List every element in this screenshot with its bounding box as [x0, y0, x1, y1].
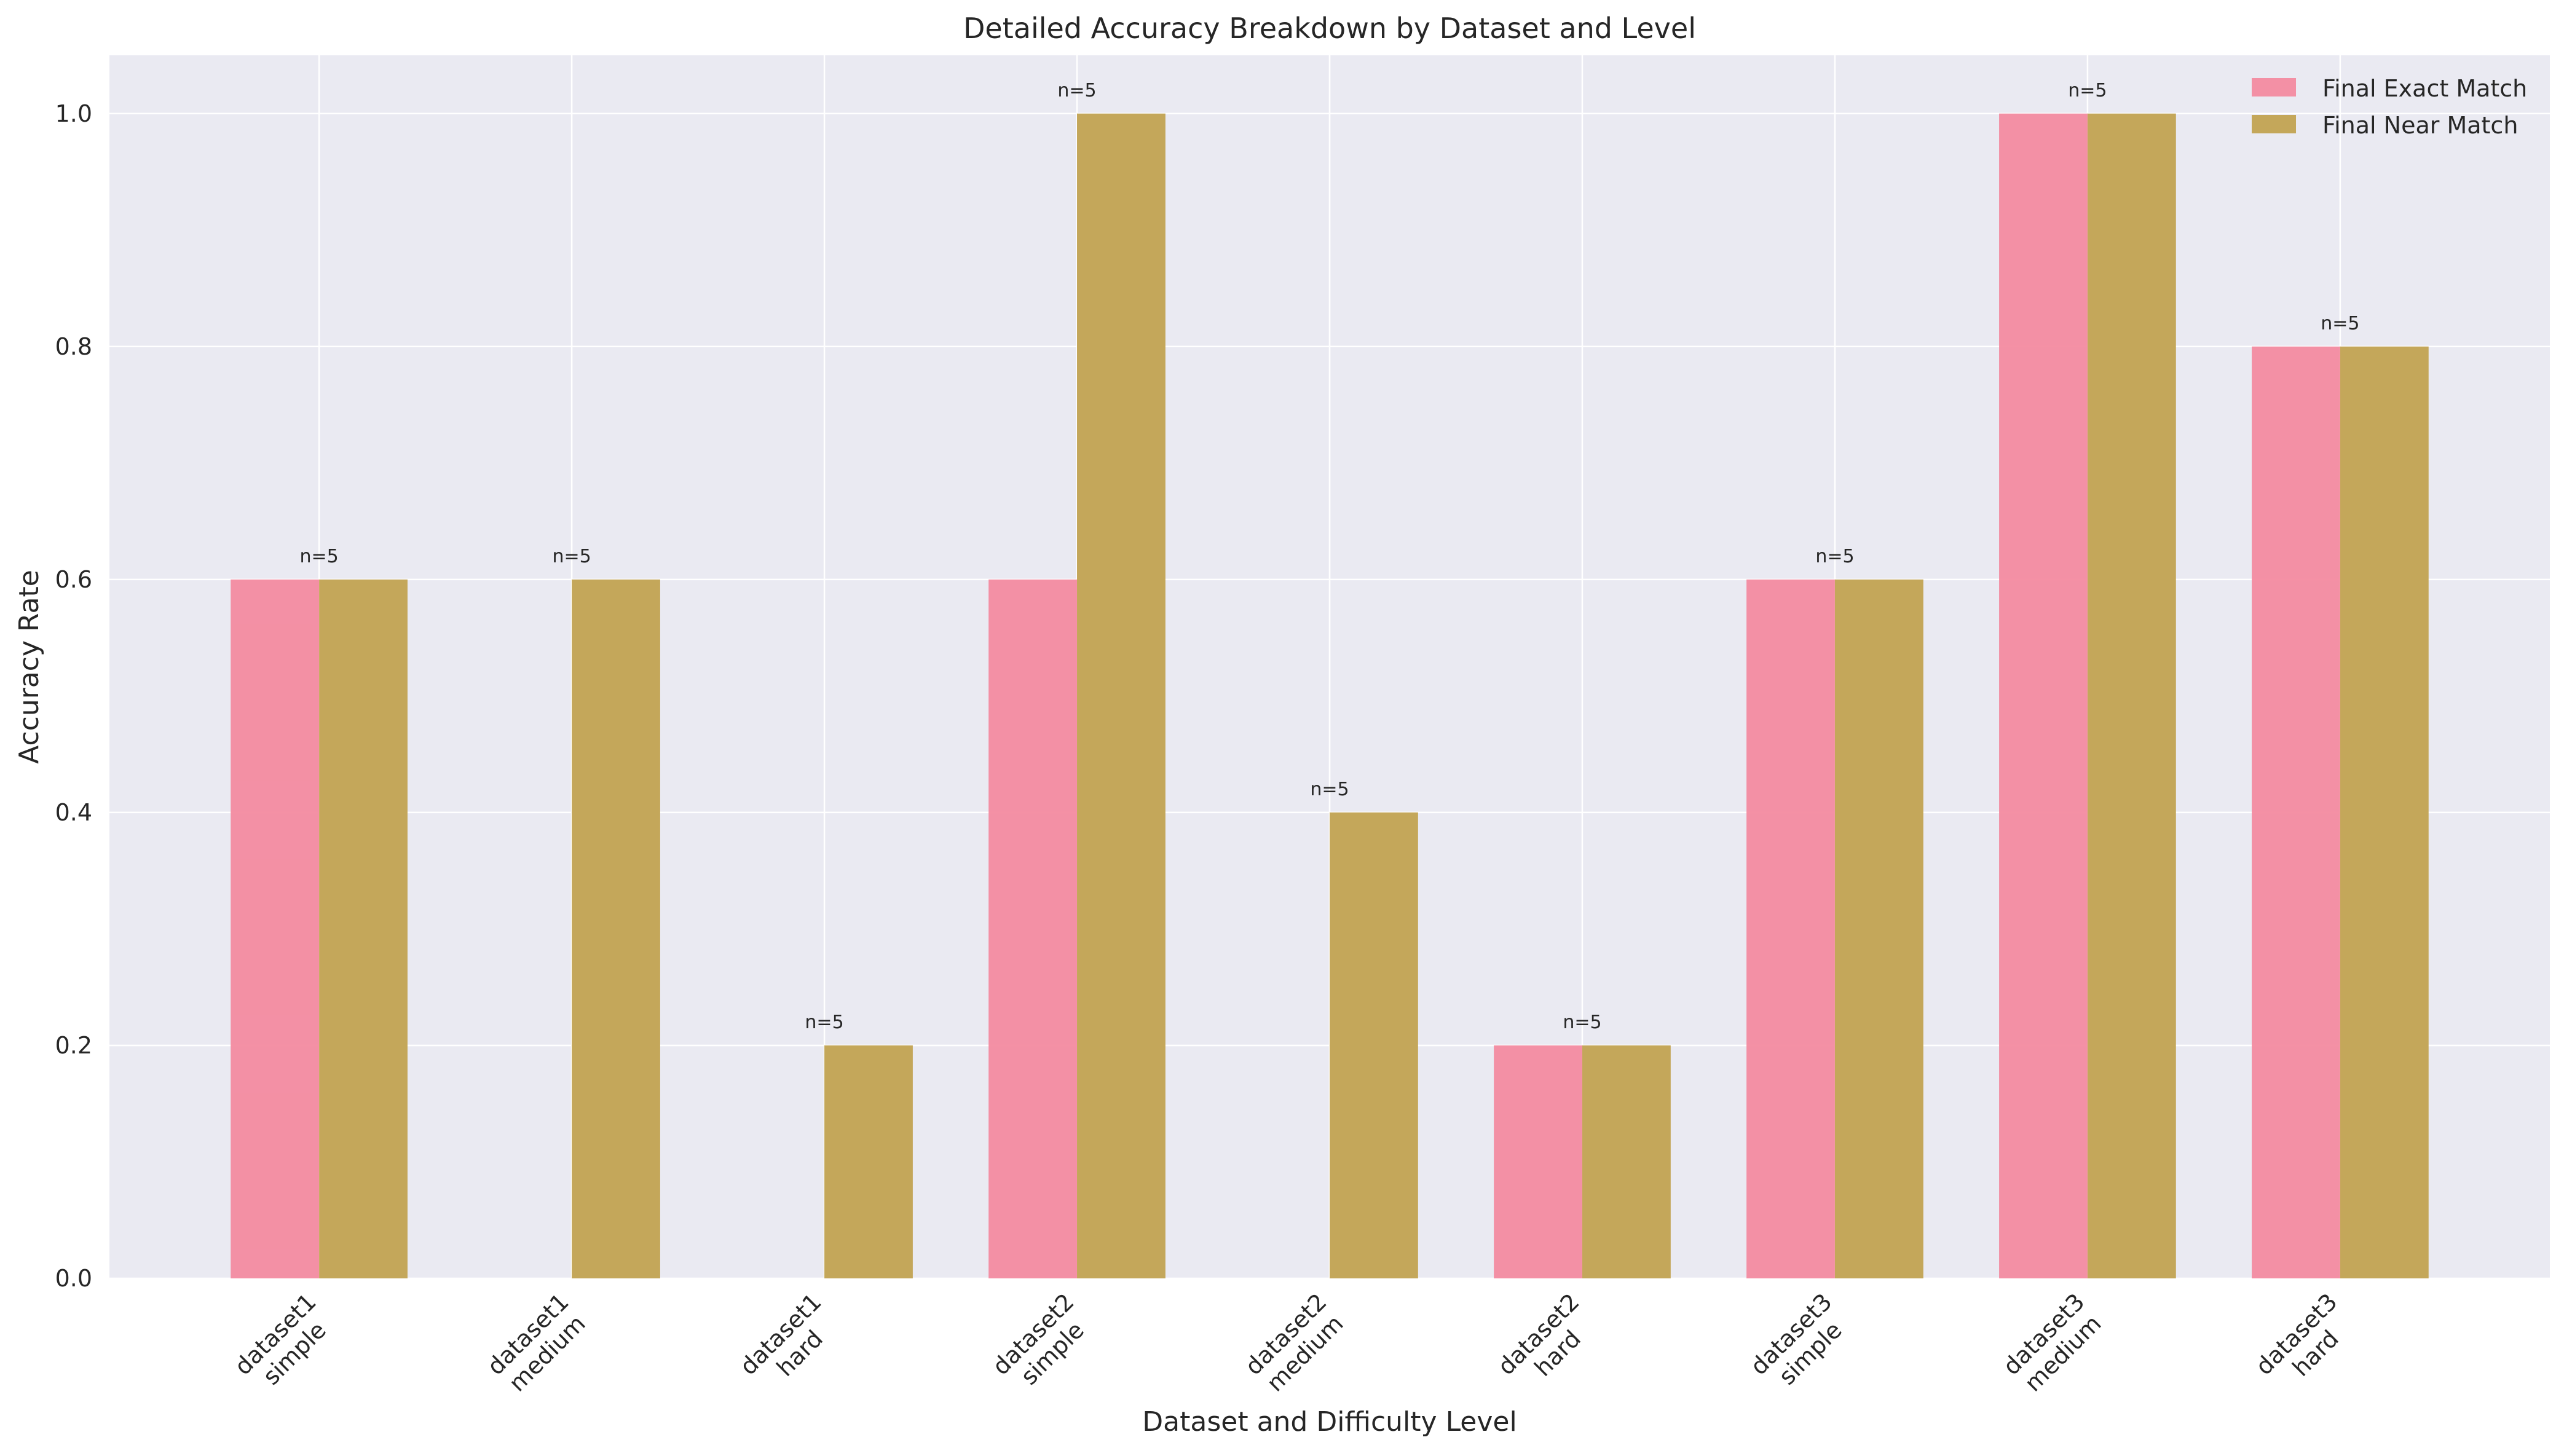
bar-exact-match: [1999, 114, 2088, 1278]
y-axis-label: Accuracy Rate: [14, 570, 45, 764]
bar-exact-match: [231, 580, 319, 1278]
bar-near-match: [319, 580, 408, 1278]
x-axis-label: Dataset and Difficulty Level: [1142, 1406, 1517, 1438]
bar-exact-match: [1494, 1045, 1582, 1278]
bar-count-label: n=5: [2321, 313, 2359, 334]
bar-count-label: n=5: [1815, 546, 1854, 567]
bar-near-match: [1835, 580, 1923, 1278]
bar-near-match: [1077, 114, 1166, 1278]
bar-count-label: n=5: [299, 546, 338, 567]
bar-near-match: [2340, 347, 2429, 1278]
chart-title: Detailed Accuracy Breakdown by Dataset a…: [963, 12, 1696, 45]
bar-near-match: [2088, 114, 2176, 1278]
bar-near-match: [1582, 1045, 1671, 1278]
bar-count-label: n=5: [2068, 80, 2107, 101]
y-tick-label: 1.0: [55, 100, 92, 127]
legend-label-near-match: Final Near Match: [2322, 112, 2518, 139]
legend-label-exact-match: Final Exact Match: [2322, 75, 2527, 102]
y-tick-label: 0.6: [55, 566, 92, 593]
y-tick-label: 0.0: [55, 1265, 92, 1292]
bar-near-match: [572, 580, 660, 1278]
y-tick-label: 0.8: [55, 333, 92, 360]
y-tick-label: 0.4: [55, 799, 92, 826]
bar-exact-match: [988, 580, 1077, 1278]
bar-near-match: [824, 1045, 913, 1278]
bar-count-label: n=5: [805, 1012, 843, 1033]
legend-swatch-exact-match: [2252, 78, 2296, 96]
bar-near-match: [1330, 813, 1418, 1278]
bar-count-label: n=5: [552, 546, 591, 567]
bar-exact-match: [2252, 347, 2340, 1278]
bar-exact-match: [1746, 580, 1835, 1278]
bar-count-label: n=5: [1563, 1012, 1601, 1033]
legend-swatch-near-match: [2252, 115, 2296, 133]
bar-count-label: n=5: [1057, 80, 1096, 101]
y-tick-label: 0.2: [55, 1032, 92, 1059]
bar-count-label: n=5: [1310, 779, 1349, 800]
